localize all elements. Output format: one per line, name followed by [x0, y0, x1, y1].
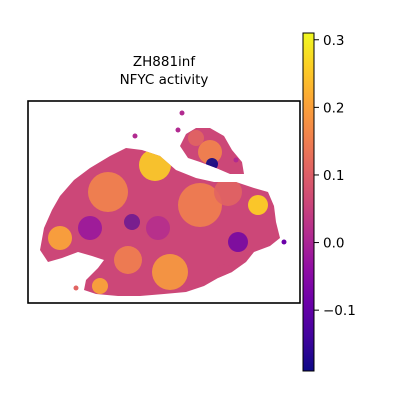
plot-area-frame — [27, 100, 301, 304]
colorbar-tick-label: 0.2 — [323, 100, 344, 116]
colorbar-tick-label: 0.0 — [323, 236, 344, 252]
colorbar-ticks: −0.1 0.0 0.1 0.2 0.3 — [314, 33, 356, 319]
colorbar-tick-label: −0.1 — [323, 303, 356, 319]
chart-subtitle: NFYC activity — [120, 72, 209, 88]
colorbar-tick-label: 0.1 — [323, 168, 344, 184]
spatial-heatmap — [40, 128, 280, 296]
colorbar-tick-label: 0.3 — [323, 33, 344, 49]
chart-title: ZH881inf — [133, 54, 196, 70]
colorbar — [302, 32, 315, 372]
tissue-outline-dots — [73, 110, 287, 291]
